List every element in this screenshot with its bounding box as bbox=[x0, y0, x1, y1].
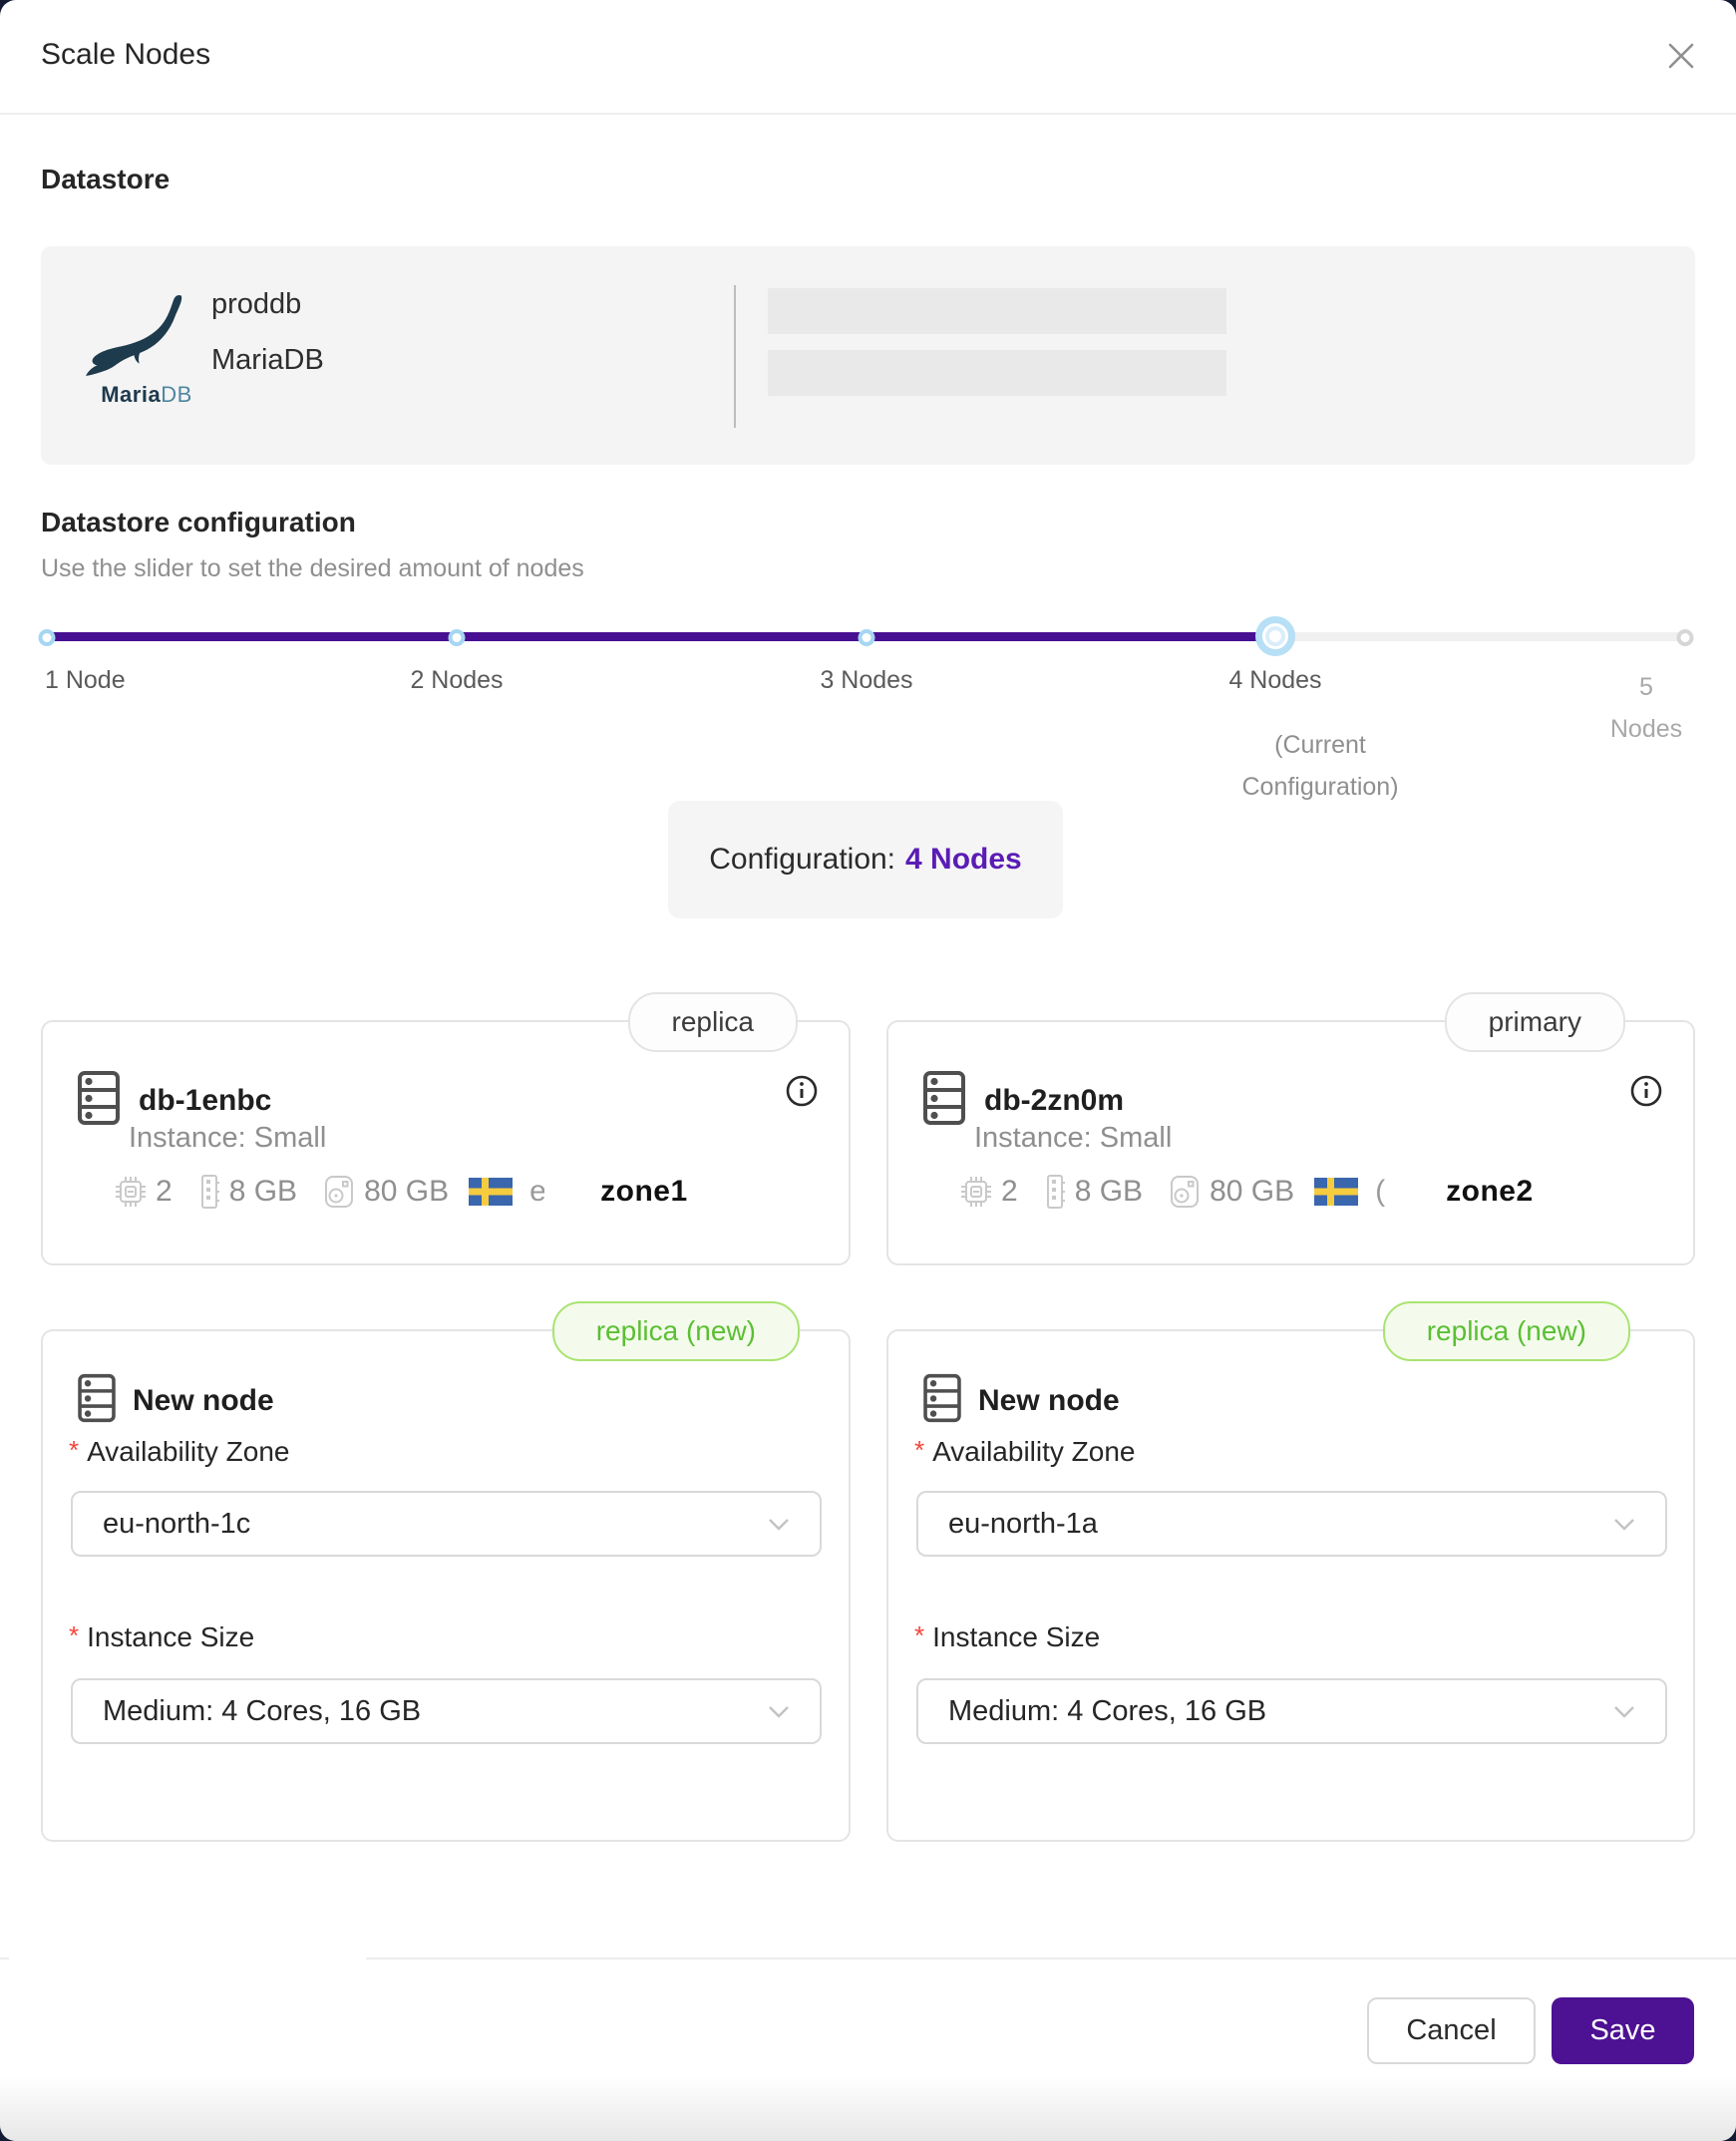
redacted-text-bar bbox=[768, 350, 1226, 396]
availability-zone-value: eu-north-1c bbox=[103, 1507, 251, 1540]
cpu-count: 2 bbox=[156, 1175, 173, 1208]
clipped-zone-text: e bbox=[529, 1175, 545, 1208]
instance-size-text: Instance: Small bbox=[129, 1122, 327, 1154]
slider-label-4: 4 Nodes bbox=[1228, 666, 1322, 694]
slider-tick-5 bbox=[1676, 629, 1694, 646]
node-card-db-2zn0m: primary db-2zn0m Instance: Small bbox=[886, 992, 1695, 1265]
node-card-db-1enbc: replica db-1enbc Instance: Small bbox=[41, 992, 851, 1265]
storage-icon bbox=[323, 1174, 355, 1210]
configuration-subtitle: Use the slider to set the desired amount… bbox=[41, 554, 584, 582]
storage-icon bbox=[1169, 1174, 1201, 1210]
new-node-card-2: replica (new) New node * Availability Zon… bbox=[886, 1301, 1695, 1842]
footer-divider bbox=[0, 1958, 1736, 1960]
slider-tick-2 bbox=[448, 629, 466, 646]
info-icon bbox=[786, 1075, 818, 1107]
availability-zone-label: * Availability Zone bbox=[914, 1435, 1136, 1467]
required-asterisk: * bbox=[69, 1620, 80, 1650]
storage-size: 80 GB bbox=[1210, 1175, 1295, 1208]
node-info-button[interactable] bbox=[1629, 1074, 1663, 1108]
instance-size-select[interactable]: Medium: 4 Cores, 16 GB bbox=[916, 1678, 1667, 1744]
new-node-title: New node bbox=[133, 1383, 274, 1417]
configuration-summary-value: 4 Nodes bbox=[905, 843, 1022, 876]
zone-label: zone2 bbox=[1446, 1175, 1534, 1208]
instance-size-select[interactable]: Medium: 4 Cores, 16 GB bbox=[71, 1678, 822, 1744]
memory-size: 8 GB bbox=[1074, 1175, 1144, 1208]
node-info-button[interactable] bbox=[785, 1074, 819, 1108]
datastore-engine: MariaDB bbox=[211, 344, 324, 376]
server-icon bbox=[77, 1373, 117, 1428]
panel-divider bbox=[734, 285, 736, 428]
new-node-card-1: replica (new) New node * Availability Zon… bbox=[41, 1301, 851, 1842]
datastore-name: proddb bbox=[211, 288, 302, 320]
logo-text-db: DB bbox=[161, 382, 192, 407]
role-badge-new: replica (new) bbox=[551, 1301, 800, 1361]
slider-label-3: 3 Nodes bbox=[820, 666, 913, 694]
role-badge-new: replica (new) bbox=[1382, 1301, 1630, 1361]
availability-zone-value: eu-north-1a bbox=[948, 1507, 1098, 1540]
modal-title: Scale Nodes bbox=[41, 38, 211, 71]
chevron-down-icon bbox=[1613, 1518, 1635, 1531]
close-icon bbox=[1666, 41, 1696, 76]
node-name: db-2zn0m bbox=[984, 1083, 1125, 1117]
slider-label-1: 1 Node bbox=[45, 666, 126, 694]
slider-track-fill bbox=[47, 632, 1276, 641]
server-icon bbox=[922, 1373, 962, 1428]
datastore-heading: Datastore bbox=[41, 164, 171, 194]
clipped-zone-text: ( bbox=[1375, 1175, 1386, 1208]
role-badge: primary bbox=[1444, 992, 1625, 1052]
cpu-icon bbox=[115, 1176, 147, 1208]
info-icon bbox=[1630, 1075, 1662, 1107]
datastore-panel: MariaDB proddb MariaDB bbox=[41, 246, 1695, 465]
sweden-flag-icon bbox=[1314, 1178, 1359, 1206]
instance-size-value: Medium: 4 Cores, 16 GB bbox=[103, 1694, 422, 1727]
role-badge: replica bbox=[627, 992, 798, 1052]
configuration-summary: Configuration: 4 Nodes bbox=[668, 801, 1063, 918]
availability-zone-label: * Availability Zone bbox=[69, 1435, 290, 1467]
header-divider bbox=[0, 113, 1736, 115]
instance-size-value: Medium: 4 Cores, 16 GB bbox=[948, 1694, 1267, 1727]
storage-size: 80 GB bbox=[364, 1175, 450, 1208]
slider-label-5: 5 Nodes bbox=[1609, 673, 1683, 743]
required-asterisk: * bbox=[914, 1620, 925, 1650]
chevron-down-icon bbox=[1613, 1705, 1635, 1718]
bottom-fade bbox=[0, 2077, 1736, 2141]
zone-label: zone1 bbox=[600, 1175, 688, 1208]
mariadb-seal-icon bbox=[86, 295, 182, 376]
mariadb-logo: MariaDB bbox=[79, 294, 214, 408]
slider-thumb[interactable] bbox=[1255, 616, 1296, 656]
configuration-heading: Datastore configuration bbox=[41, 507, 356, 537]
save-button[interactable]: Save bbox=[1552, 1997, 1694, 2064]
new-node-title: New node bbox=[978, 1383, 1120, 1417]
instance-size-label: * Instance Size bbox=[914, 1620, 1101, 1652]
cancel-button[interactable]: Cancel bbox=[1367, 1997, 1536, 2064]
cpu-icon bbox=[960, 1176, 992, 1208]
instance-size-label: * Instance Size bbox=[69, 1620, 255, 1652]
logo-text-maria: Maria bbox=[101, 382, 162, 407]
memory-icon bbox=[1044, 1174, 1066, 1210]
sweden-flag-icon bbox=[469, 1178, 514, 1206]
chevron-down-icon bbox=[768, 1705, 790, 1718]
slider-tick-1 bbox=[38, 629, 56, 646]
memory-size: 8 GB bbox=[228, 1175, 298, 1208]
cpu-count: 2 bbox=[1001, 1175, 1018, 1208]
slider-tick-3 bbox=[858, 629, 874, 646]
instance-size-text: Instance: Small bbox=[974, 1122, 1173, 1154]
slider-current-config-note: (Current Configuration) bbox=[1241, 731, 1399, 801]
availability-zone-select[interactable]: eu-north-1c bbox=[71, 1491, 822, 1557]
required-asterisk: * bbox=[914, 1435, 925, 1465]
required-asterisk: * bbox=[69, 1435, 80, 1465]
memory-icon bbox=[198, 1174, 220, 1210]
node-count-slider[interactable]: 1 Node 2 Nodes 3 Nodes 4 Nodes 5 Nodes (… bbox=[38, 614, 1694, 801]
close-button[interactable] bbox=[1661, 38, 1701, 78]
server-icon bbox=[922, 1070, 966, 1131]
node-name: db-1enbc bbox=[139, 1083, 272, 1117]
chevron-down-icon bbox=[768, 1518, 790, 1531]
server-icon bbox=[77, 1070, 121, 1131]
slider-label-2: 2 Nodes bbox=[410, 666, 504, 694]
availability-zone-select[interactable]: eu-north-1a bbox=[916, 1491, 1667, 1557]
redacted-text-bar bbox=[768, 288, 1226, 334]
configuration-summary-prefix: Configuration: bbox=[709, 843, 896, 876]
